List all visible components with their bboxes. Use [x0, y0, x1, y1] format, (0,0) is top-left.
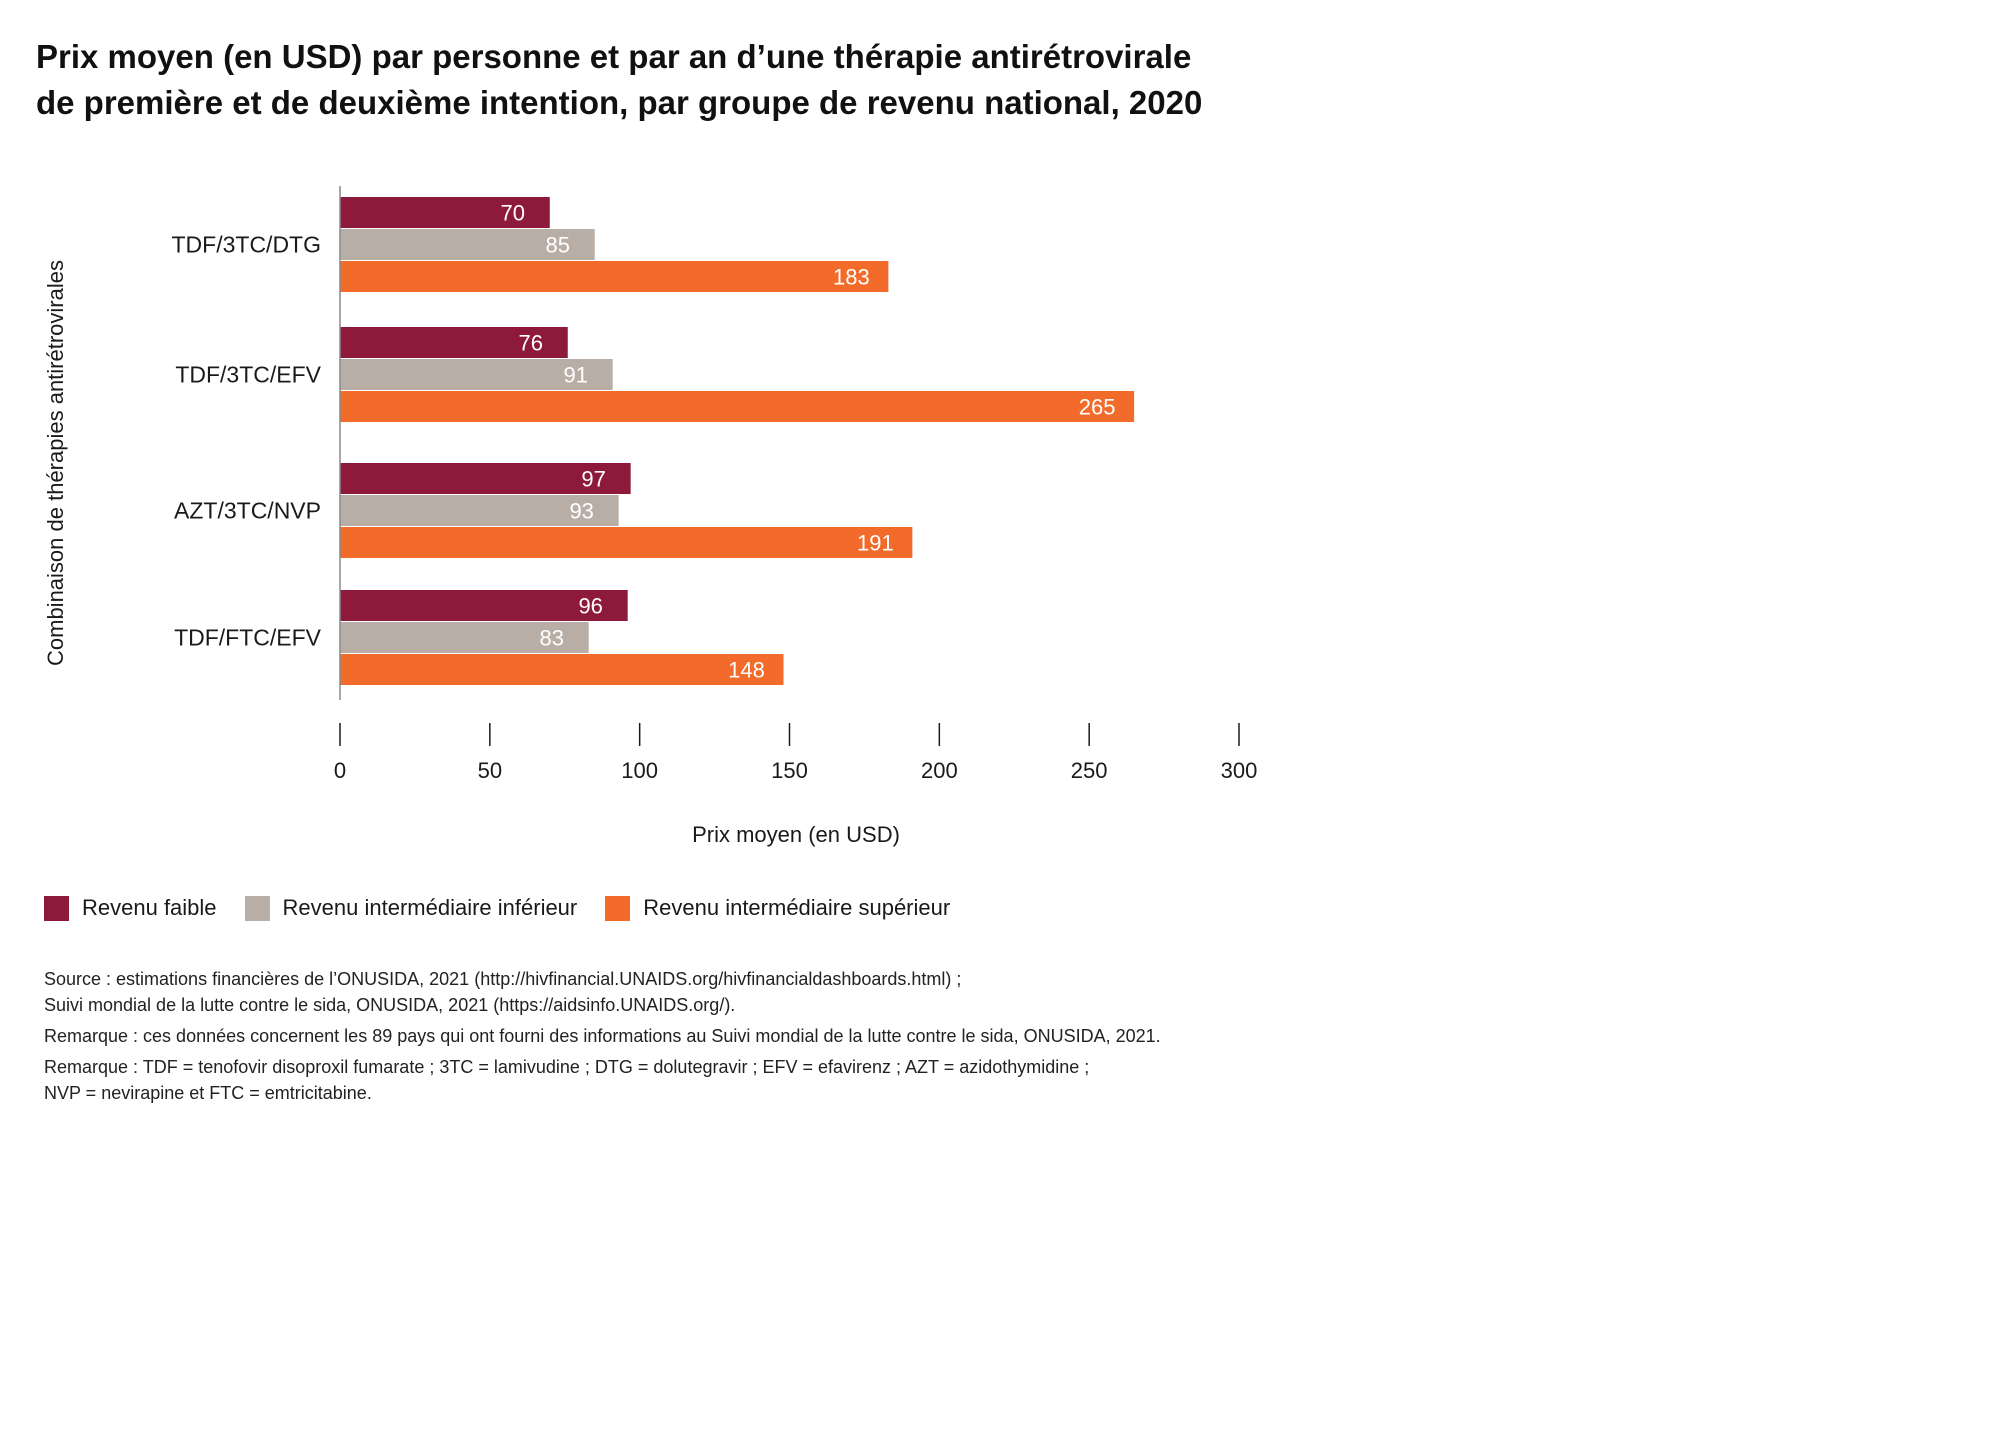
chart-title: Prix moyen (en USD) par personne et par … [36, 34, 1516, 126]
bar-tdf-3tc-efv-series-1 [340, 359, 613, 390]
bar-azt-3tc-nvp-series-2 [340, 527, 913, 558]
x-tick-label: 300 [1221, 758, 1258, 783]
legend-swatch [605, 895, 631, 921]
chart-title-line-2: de première et de deuxième intention, pa… [36, 84, 1203, 121]
bar-tdf-3tc-dtg-series-1 [340, 229, 595, 260]
x-tick-label: 250 [1071, 758, 1108, 783]
legend: Revenu faible Revenu intermédiaire infér… [44, 895, 978, 921]
bar-tdf-ftc-efv-series-2 [340, 654, 784, 685]
bar-value-label: 97 [581, 467, 605, 492]
bar-tdf-ftc-efv-series-1 [340, 622, 589, 653]
bar-tdf-3tc-efv-series-2 [340, 391, 1135, 422]
bar-value-label: 183 [833, 265, 870, 290]
bar-value-label: 70 [501, 201, 525, 226]
bar-value-label: 93 [569, 499, 593, 524]
bars-group [340, 197, 1135, 685]
x-axis-ticks: 0 50 100 150 200 250 300 [334, 723, 1257, 783]
category-label: TDF/FTC/EFV [174, 625, 322, 651]
category-label: TDF/3TC/DTG [172, 232, 322, 258]
bar-value-label: 265 [1079, 395, 1116, 420]
x-tick-label: 50 [478, 758, 502, 783]
legend-item-revenu-faible: Revenu faible [44, 895, 217, 921]
bar-value-label: 76 [519, 331, 543, 356]
category-label: TDF/3TC/EFV [175, 362, 321, 388]
bar-tdf-3tc-dtg-series-2 [340, 261, 889, 292]
bar-value-label: 85 [545, 233, 569, 258]
bar-azt-3tc-nvp-series-1 [340, 495, 619, 526]
value-labels: 70 85 183 76 91 265 97 93 191 96 83 148 [501, 201, 1116, 683]
bar-chart: TDF/3TC/DTG TDF/3TC/EFV AZT/3TC/NVP TDF/FTC… [43, 186, 1257, 847]
legend-label: Revenu intermédiaire supérieur [643, 895, 951, 920]
bar-azt-3tc-nvp-series-0 [340, 463, 631, 494]
category-labels: TDF/3TC/DTG TDF/3TC/EFV AZT/3TC/NVP TDF/FTC… [172, 232, 322, 651]
source-note-line-1: Source : estimations financières de l’ON… [44, 969, 962, 989]
y-axis-title: Combinaison de thérapies antirétrovirale… [43, 260, 68, 666]
remark-note-2-line-1: Remarque : TDF = tenofovir disoproxil fu… [44, 1057, 1090, 1077]
source-note-line-2: Suivi mondial de la lutte contre le sida… [44, 995, 736, 1015]
legend-label: Revenu intermédiaire inférieur [282, 895, 578, 920]
legend-label: Revenu faible [82, 895, 217, 920]
remark-note-1: Remarque : ces données concernent les 89… [44, 1026, 1161, 1046]
category-label: AZT/3TC/NVP [174, 498, 321, 524]
footnotes: Source : estimations financières de l’ON… [44, 966, 1514, 1106]
x-tick-label: 100 [621, 758, 658, 783]
bar-value-label: 148 [728, 658, 765, 683]
legend-swatch [244, 895, 270, 921]
legend-item-revenu-intermediaire-superieur: Revenu intermédiaire supérieur [605, 895, 950, 921]
bar-tdf-3tc-efv-series-0 [340, 327, 568, 358]
legend-swatch [44, 895, 69, 921]
bar-value-label: 83 [539, 626, 563, 651]
bar-value-label: 191 [857, 531, 894, 556]
x-tick-label: 150 [771, 758, 808, 783]
x-axis-title: Prix moyen (en USD) [692, 822, 900, 847]
remark-note-2-line-2: NVP = nevirapine et FTC = emtricitabine. [44, 1083, 372, 1103]
x-tick-label: 0 [334, 758, 346, 783]
chart-title-line-1: Prix moyen (en USD) par personne et par … [36, 38, 1192, 75]
bar-value-label: 91 [563, 363, 587, 388]
bar-tdf-3tc-dtg-series-0 [340, 197, 550, 228]
bar-tdf-ftc-efv-series-0 [340, 590, 628, 621]
legend-item-revenu-intermediaire-inferieur: Revenu intermédiaire inférieur [244, 895, 578, 921]
bar-value-label: 96 [578, 594, 602, 619]
x-tick-label: 200 [921, 758, 958, 783]
